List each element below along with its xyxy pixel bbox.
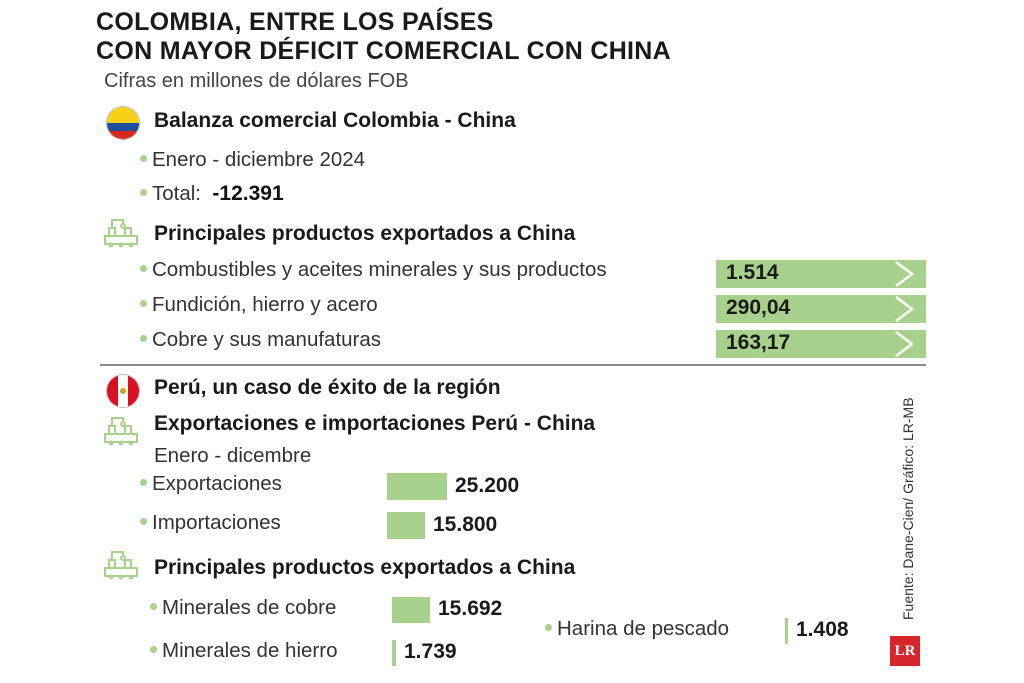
bullet — [140, 479, 147, 487]
colombia-heading: Balanza comercial Colombia - China — [154, 109, 516, 132]
export-item: Cobre y sus manufaturas — [140, 328, 381, 352]
colombia-exports-heading: Principales productos exportados a China — [154, 222, 576, 245]
page-title-line2: CON MAYOR DÉFICIT COMERCIAL CON CHINA — [96, 37, 672, 65]
subtitle: Cifras en millones de dólares FOB — [104, 70, 409, 92]
export-value-bar — [716, 295, 926, 323]
total-label: Total: — [152, 182, 201, 205]
bullet — [140, 155, 147, 163]
export-item: Fundición, hierro y acero — [140, 293, 378, 317]
peru-product-label: Harina de pescado — [557, 617, 730, 640]
peru-trade-item: Exportaciones — [140, 472, 282, 496]
bullet — [140, 335, 147, 343]
bullet — [140, 189, 147, 197]
peru-product-value: 15.692 — [438, 597, 503, 620]
colombia-flag-icon — [106, 106, 140, 140]
bullet — [140, 518, 147, 526]
peru-product-item: Minerales de cobre — [150, 596, 336, 620]
lr-logo: LR — [890, 636, 920, 666]
peru-trade-bar — [387, 473, 447, 500]
page-title-line1: COLOMBIA, ENTRE LOS PAÍSES — [96, 8, 494, 36]
total-value: -12.391 — [212, 182, 284, 205]
chevron-right-icon — [890, 295, 920, 328]
source-note: Fuente: Dane-Cien/ Gráfico: LR-MB — [900, 397, 916, 620]
peru-trade-bar — [387, 512, 425, 539]
chevron-right-icon — [890, 260, 920, 293]
factory-icon — [103, 546, 139, 585]
bullet — [545, 624, 552, 632]
peru-trade-item: Importaciones — [140, 511, 281, 535]
export-item: Combustibles y aceites minerales y sus p… — [140, 258, 607, 282]
peru-product-label: Minerales de hierro — [162, 639, 338, 662]
peru-product-label: Minerales de cobre — [162, 596, 337, 619]
peru-product-item: Harina de pescado — [545, 617, 729, 641]
export-value-bar — [716, 260, 926, 288]
peru-trade-label: Exportaciones — [152, 472, 282, 495]
bullet — [150, 646, 157, 654]
export-value: 1.514 — [726, 261, 779, 284]
export-item-label: Cobre y sus manufaturas — [152, 328, 382, 351]
peru-trade-heading: Exportaciones e importaciones Perú - Chi… — [154, 412, 596, 435]
peru-trade-value: 25.200 — [455, 474, 520, 497]
export-value: 290,04 — [726, 296, 791, 319]
bullet — [140, 300, 147, 308]
peru-product-bar — [392, 640, 396, 666]
export-item-label: Combustibles y aceites minerales y sus p… — [152, 258, 607, 281]
factory-icon — [103, 214, 139, 253]
export-value-bar — [716, 330, 926, 358]
peru-trade-label: Importaciones — [152, 511, 281, 534]
factory-icon — [103, 412, 139, 451]
bullet — [150, 603, 157, 611]
peru-trade-value: 15.800 — [433, 513, 498, 536]
peru-product-value: 1.408 — [796, 618, 849, 641]
colombia-period-text: Enero - diciembre 2024 — [152, 148, 366, 171]
export-item-label: Fundición, hierro y acero — [152, 293, 378, 316]
divider — [100, 364, 926, 366]
peru-product-value: 1.739 — [404, 640, 457, 663]
peru-period: Enero - dicembre — [154, 444, 312, 467]
colombia-total: Total: -12.391 — [140, 182, 284, 206]
peru-product-item: Minerales de hierro — [150, 639, 337, 663]
peru-product-bar — [785, 618, 788, 644]
peru-exports-heading: Principales productos exportados a China — [154, 556, 576, 579]
peru-product-bar — [392, 597, 430, 623]
chevron-right-icon — [890, 330, 920, 363]
peru-heading: Perú, un caso de éxito de la región — [154, 376, 501, 399]
export-value: 163,17 — [726, 331, 791, 354]
bullet — [140, 265, 147, 273]
colombia-period: Enero - diciembre 2024 — [140, 148, 365, 172]
peru-flag-icon — [106, 374, 140, 408]
